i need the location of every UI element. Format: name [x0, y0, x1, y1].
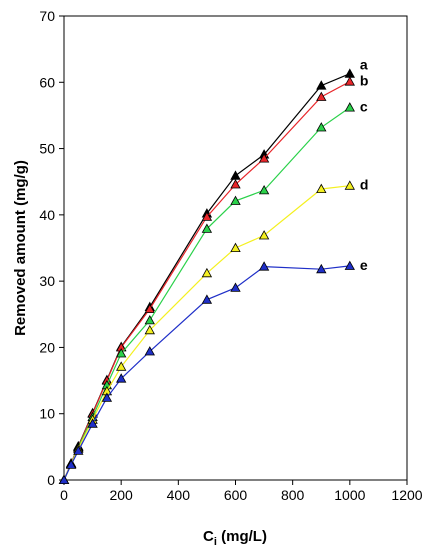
series-line-b: [63, 81, 351, 481]
data-point: [230, 282, 241, 292]
x-tick-label: 400: [167, 487, 191, 503]
y-tick-label: 20: [39, 339, 55, 355]
x-tick-label: 1200: [391, 487, 422, 503]
data-point: [316, 122, 327, 132]
x-tick-label: 0: [60, 487, 68, 503]
data-point: [258, 261, 270, 271]
y-tick-label: 40: [39, 207, 55, 223]
data-point: [344, 68, 355, 78]
data-point: [258, 230, 270, 240]
data-point: [344, 180, 355, 190]
data-point: [65, 459, 77, 469]
data-point: [201, 294, 213, 304]
data-point: [116, 348, 127, 358]
x-axis-title: Ci (mg/L): [203, 528, 267, 548]
data-point: [144, 303, 155, 314]
data-point: [344, 76, 355, 86]
x-axis-title-main: C: [203, 528, 214, 545]
series-e: e: [58, 257, 368, 485]
data-point: [230, 195, 241, 205]
data-point: [258, 153, 270, 163]
data-point: [144, 346, 155, 356]
x-axis-title-rest: (mg/L): [217, 528, 267, 545]
x-tick-label: 1000: [334, 487, 365, 503]
x-tick-label: 800: [281, 487, 305, 503]
data-point: [201, 223, 213, 233]
data-point: [230, 179, 241, 189]
x-tick-label: 200: [109, 487, 133, 503]
data-point: [230, 242, 241, 253]
data-point: [344, 102, 355, 112]
x-tick-label: 600: [224, 487, 248, 503]
data-point: [116, 373, 127, 383]
data-point: [201, 267, 213, 278]
y-tick-label: 10: [39, 406, 55, 422]
series-b: b: [58, 73, 369, 485]
data-point: [316, 91, 327, 101]
series-line-c: [63, 107, 351, 481]
data-point: [258, 184, 270, 195]
x-axis-title-subscript: i: [214, 536, 217, 548]
y-tick-label: 70: [39, 8, 55, 24]
data-point: [116, 361, 127, 371]
y-axis-title: Removed amount (mg/g): [12, 160, 29, 336]
data-point: [316, 263, 327, 274]
y-tick-label: 30: [39, 273, 55, 289]
y-tick-label: 50: [39, 141, 55, 157]
data-point: [101, 392, 113, 402]
data-point: [316, 183, 327, 194]
series-label-c: c: [360, 98, 368, 114]
data-point: [87, 418, 98, 428]
y-axis-title-group: Removed amount (mg/g): [12, 160, 29, 336]
data-point: [344, 260, 355, 270]
series-label-a: a: [360, 57, 368, 73]
series-label-e: e: [360, 257, 368, 273]
data-point: [316, 80, 327, 90]
data-point: [58, 474, 70, 485]
y-tick-label: 60: [39, 74, 55, 90]
series-label-d: d: [360, 177, 369, 193]
data-point: [201, 211, 213, 221]
data-point: [73, 445, 84, 455]
series-label-b: b: [360, 73, 369, 89]
data-point: [144, 314, 155, 325]
y-tick-label: 0: [47, 472, 55, 488]
plot-area: 0 200 400 600 800 1000 1200 0 10 20 30 40 50 60 70 abc d…: [39, 8, 422, 503]
series-c: c: [58, 98, 368, 485]
data-point: [230, 170, 241, 180]
data-point: [144, 324, 155, 335]
